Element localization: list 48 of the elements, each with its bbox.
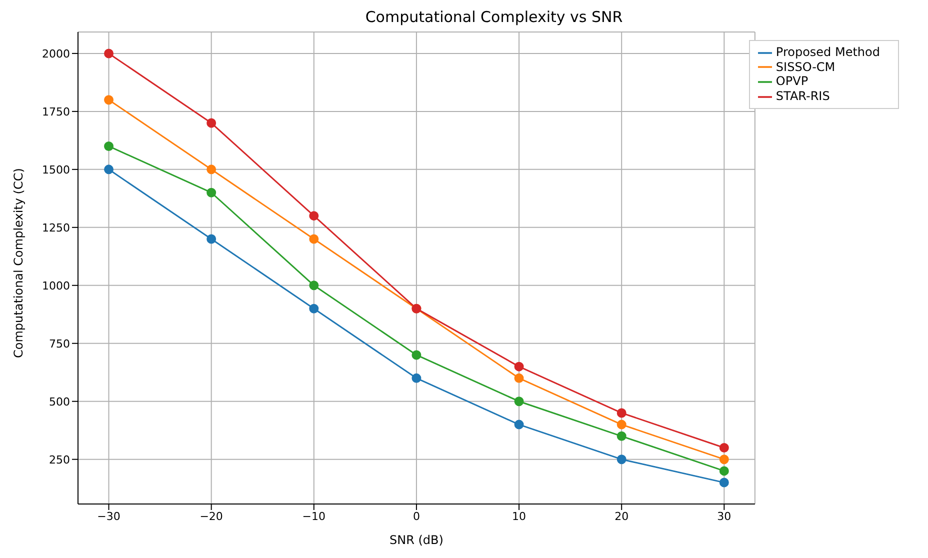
x-tick-label: 10: [512, 510, 526, 523]
y-tick-label: 1750: [42, 105, 70, 118]
point: [104, 141, 114, 151]
legend-label: STAR-RIS: [776, 89, 830, 104]
point: [206, 188, 216, 198]
chart-title: Computational Complexity vs SNR: [364, 8, 624, 28]
x-tick-label: −10: [302, 510, 326, 523]
point: [206, 164, 216, 174]
point: [412, 373, 422, 383]
point: [104, 48, 114, 58]
point: [206, 234, 216, 244]
legend-label: OPVP: [776, 74, 808, 88]
x-tick-label: 0: [412, 510, 420, 523]
y-tick-label: 750: [49, 337, 70, 350]
legend-label: SISSO-CM: [776, 60, 836, 74]
point: [309, 304, 319, 314]
y-tick-label: 1500: [42, 163, 70, 176]
point: [309, 280, 319, 290]
point: [514, 373, 524, 383]
x-tick-label: −30: [97, 510, 120, 523]
legend-label: Proposed Method: [776, 45, 880, 59]
point: [309, 234, 319, 244]
point: [104, 164, 114, 174]
point: [719, 466, 729, 476]
point: [616, 408, 626, 418]
y-tick-label: 1000: [42, 279, 70, 292]
point: [206, 118, 216, 128]
y-tick-label: 250: [49, 453, 70, 466]
point: [514, 396, 524, 406]
point: [104, 95, 114, 105]
y-tick-label: 1250: [42, 221, 70, 234]
y-tick-label: 2000: [42, 47, 70, 60]
point: [719, 454, 729, 464]
x-tick-label: 30: [717, 510, 732, 523]
y-tick-label: 500: [49, 395, 70, 408]
point: [616, 431, 626, 441]
x-tick-label: 20: [614, 510, 629, 523]
point: [616, 454, 626, 464]
point: [719, 443, 729, 453]
point: [412, 350, 422, 360]
point: [719, 478, 729, 488]
x-tick-label: −20: [200, 510, 223, 523]
x-axis-title: SNR (dB): [389, 533, 444, 547]
point: [309, 211, 319, 221]
y-axis-title: Computational Complexity (CC): [11, 168, 26, 358]
point: [616, 420, 626, 430]
point: [514, 362, 524, 372]
point: [514, 420, 524, 430]
